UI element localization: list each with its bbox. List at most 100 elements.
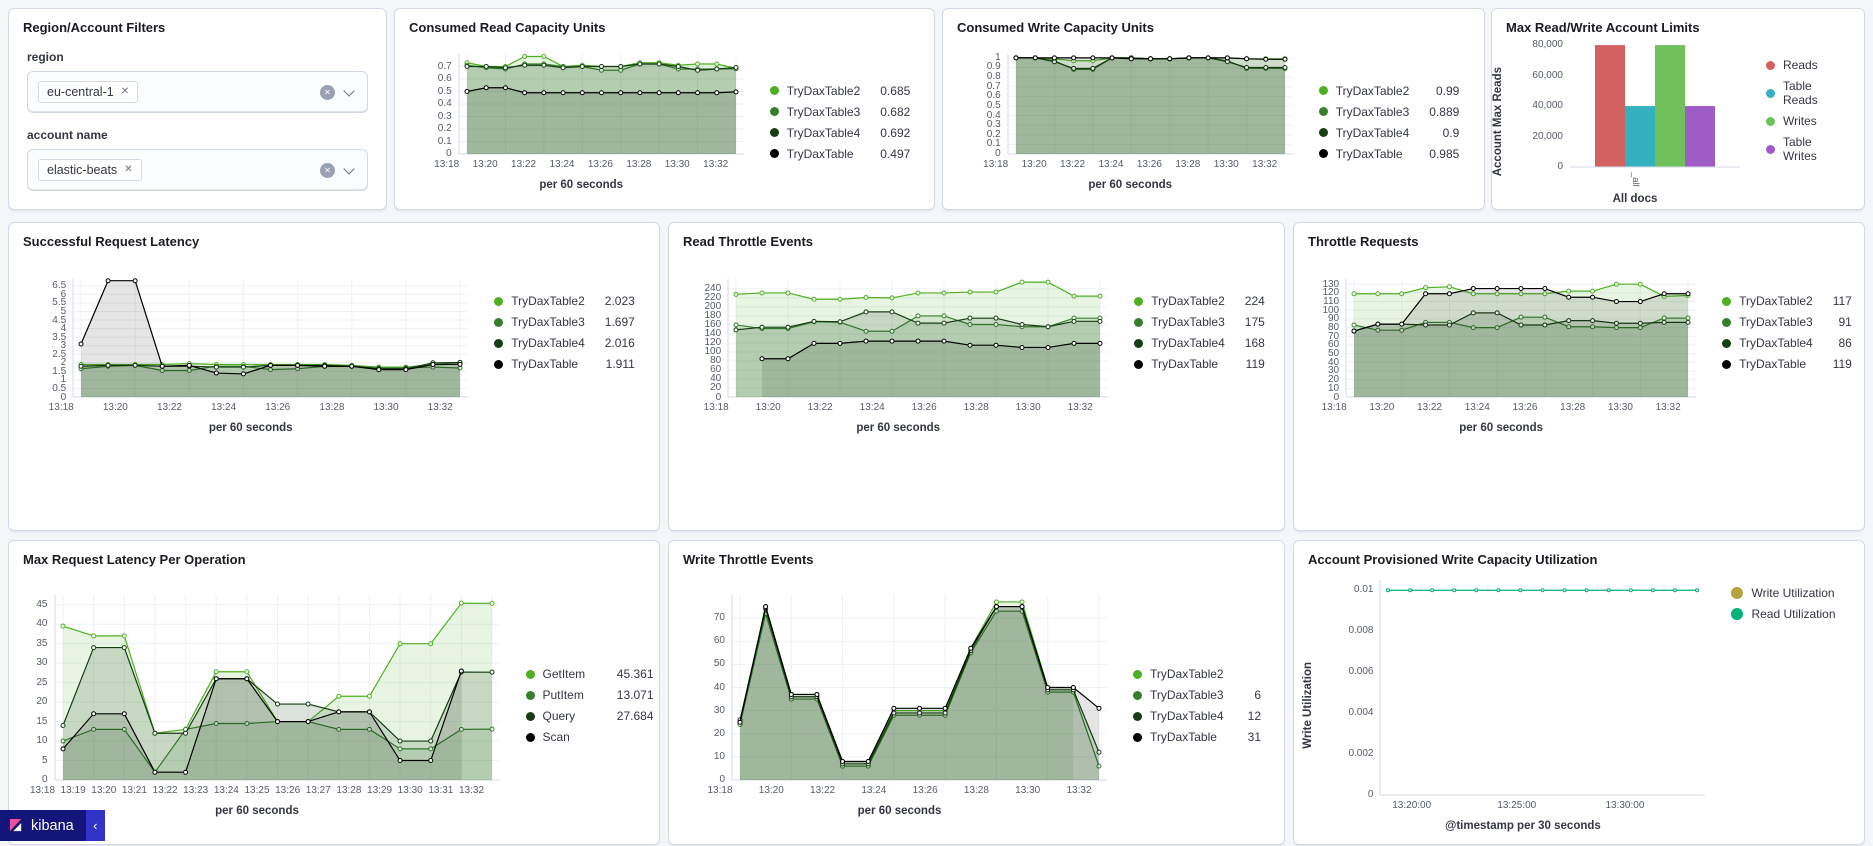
- chevron-down-icon[interactable]: [343, 84, 355, 97]
- legend-swatch-icon: [1766, 144, 1775, 154]
- account-name-pill-label: elastic-beats: [47, 163, 118, 177]
- legend-series-value: 0.99: [1435, 83, 1460, 98]
- legend-item[interactable]: TryDaxTable2: [1133, 667, 1261, 681]
- legend-item[interactable]: TryDaxTable 1.911: [494, 357, 635, 371]
- y-tick-label: 220: [704, 292, 722, 304]
- y-tick-label: 140: [704, 328, 722, 340]
- legend-item[interactable]: TryDaxTable2 2.023: [494, 294, 635, 308]
- legend-item[interactable]: Read Utilization: [1731, 607, 1855, 621]
- y-tick-label: 0.004: [1348, 707, 1374, 719]
- panel-title: Write Throttle Events: [683, 552, 814, 567]
- account-name-combobox[interactable]: elastic-beats ✕ ✕: [27, 149, 368, 191]
- kibana-home-button[interactable]: kibana: [0, 810, 86, 841]
- legend-series-name: TryDaxTable4: [1151, 336, 1225, 350]
- chart-area: Write Utilization 0 0.002 0.004 0.006 0.008 0.…: [1294, 567, 1864, 844]
- legend-item[interactable]: TryDaxTable2 117: [1722, 294, 1852, 308]
- legend-item[interactable]: TryDaxTable2 0.685: [769, 84, 910, 98]
- collapse-chevron-icon[interactable]: ‹: [85, 810, 105, 841]
- legend-item[interactable]: Table Reads: [1766, 79, 1864, 107]
- y-tick-label: 0.5: [986, 99, 1001, 111]
- panel-title: Consumed Write Capacity Units: [957, 20, 1154, 35]
- remove-pill-icon[interactable]: ✕: [124, 164, 133, 175]
- legend-item[interactable]: Table Writes: [1766, 135, 1864, 163]
- legend-item[interactable]: Write Utilization: [1731, 586, 1855, 600]
- legend-item[interactable]: TryDaxTable4 0.692: [769, 126, 910, 140]
- remove-pill-icon[interactable]: ✕: [120, 86, 130, 97]
- kibana-logo-text: kibana: [31, 817, 74, 834]
- y-axis: 0 0.002 0.004 0.006 0.008 0.01: [1340, 580, 1380, 800]
- y-tick-label: 25: [36, 676, 48, 688]
- legend-item[interactable]: TryDaxTable4 86: [1722, 336, 1852, 350]
- x-axis-title: All docs: [1612, 193, 1658, 206]
- chart-plot[interactable]: [1345, 279, 1697, 398]
- chevron-down-icon[interactable]: [343, 162, 355, 175]
- legend-item[interactable]: TryDaxTable 119: [1722, 357, 1852, 371]
- region-combobox[interactable]: eu-central-1 ✕ ✕: [27, 71, 368, 113]
- x-tick-label: 13:30: [397, 784, 423, 796]
- legend-item[interactable]: TryDaxTable4 168: [1134, 336, 1265, 350]
- chart-plot[interactable]: [731, 594, 1107, 780]
- region-pill-label: eu-central-1: [47, 85, 114, 99]
- y-tick-label: 4.5: [52, 314, 67, 326]
- legend-item[interactable]: TryDaxTable4 12: [1133, 709, 1261, 723]
- x-tick-label: 13:24: [861, 784, 887, 796]
- y-tick-label: 0.9: [986, 61, 1001, 73]
- chart-plot[interactable]: [1570, 39, 1740, 168]
- legend-item[interactable]: TryDaxTable3 0.682: [769, 105, 910, 119]
- legend-item[interactable]: TryDaxTable3 1.697: [494, 315, 635, 329]
- x-tick-label: 13:24: [1464, 402, 1490, 413]
- chart-plot[interactable]: [72, 278, 469, 398]
- plot-block: 0 5 10 15 20 25 30 35 40 45 13:18 13:19 13:20 13:21 13…: [15, 594, 500, 817]
- x-axis: 13:18 13:20 13:22 13:24 13:26 13:28 13:30 13:32: [49, 402, 453, 415]
- x-tick-label: 13:28: [626, 158, 652, 170]
- legend-item[interactable]: TryDaxTable2 0.99: [1318, 83, 1460, 98]
- y-tick-label: 0: [719, 774, 725, 785]
- legend-item[interactable]: TryDaxTable3 6: [1133, 688, 1261, 702]
- region-pill[interactable]: eu-central-1 ✕: [38, 81, 139, 103]
- legend-series-value: 119: [1245, 357, 1265, 371]
- panel-title: Consumed Read Capacity Units: [409, 20, 606, 35]
- legend-item[interactable]: TryDaxTable4 2.016: [494, 336, 635, 350]
- chart-plot[interactable]: [458, 53, 744, 154]
- legend-item[interactable]: TryDaxTable3 0.889: [1318, 104, 1460, 119]
- account-name-pill[interactable]: elastic-beats ✕: [38, 159, 142, 181]
- clear-selection-icon[interactable]: ✕: [320, 162, 335, 178]
- legend-series-name: TryDaxTable3: [1335, 104, 1410, 119]
- chart-plot[interactable]: [54, 594, 500, 780]
- legend-item[interactable]: PutItem 13.071: [525, 688, 654, 702]
- chart-plot[interactable]: [1007, 53, 1293, 154]
- legend-item[interactable]: TryDaxTable4 0.9: [1318, 126, 1459, 140]
- legend-item[interactable]: TryDaxTable3 91: [1722, 315, 1852, 329]
- plot-block: 0 10 20 30 40 50 60 70 13:18 13:20 13:22 13:24 13:26…: [692, 594, 1107, 817]
- legend-item[interactable]: TryDaxTable 0.985: [1318, 146, 1460, 161]
- y-tick-label: 0.3: [437, 110, 452, 122]
- x-tick-label: 13:26: [1136, 158, 1162, 170]
- legend-item[interactable]: Scan: [525, 730, 654, 744]
- legend-item[interactable]: TryDaxTable 119: [1134, 357, 1265, 371]
- x-tick-label: 13:28: [963, 784, 989, 796]
- legend-series-value: 86: [1838, 336, 1852, 350]
- legend-swatch-icon: [1134, 296, 1144, 306]
- legend-item[interactable]: TryDaxTable3 175: [1134, 315, 1265, 329]
- legend-series-value: 0.985: [1429, 146, 1460, 161]
- y-tick-label: 80: [710, 355, 722, 367]
- x-tick-label: 13:22: [156, 402, 182, 413]
- x-axis: 13:18 13:20 13:22 13:24 13:26 13:28 13:30 13:32: [707, 784, 1091, 798]
- legend-series-value: 0.889: [1429, 104, 1460, 119]
- legend-item[interactable]: Reads: [1766, 58, 1864, 72]
- legend-item[interactable]: Query 27.684: [525, 709, 654, 723]
- legend-swatch-icon: [494, 338, 504, 348]
- legend-item[interactable]: TryDaxTable 31: [1133, 730, 1261, 744]
- legend-series-name: Query: [542, 709, 576, 723]
- clear-selection-icon[interactable]: ✕: [320, 84, 335, 100]
- legend-item[interactable]: GetItem 45.361: [525, 667, 654, 681]
- y-tick-label: 6: [60, 288, 67, 300]
- legend-swatch-icon: [1318, 128, 1328, 137]
- chart-plot[interactable]: [727, 279, 1109, 398]
- x-tick-label: 13:22: [807, 402, 833, 413]
- panel-title: Max Request Latency Per Operation: [23, 552, 246, 567]
- legend-item[interactable]: Writes: [1766, 114, 1864, 128]
- chart-plot[interactable]: [1379, 579, 1706, 795]
- legend-item[interactable]: TryDaxTable2 224: [1134, 294, 1265, 308]
- legend-item[interactable]: TryDaxTable 0.497: [769, 147, 910, 161]
